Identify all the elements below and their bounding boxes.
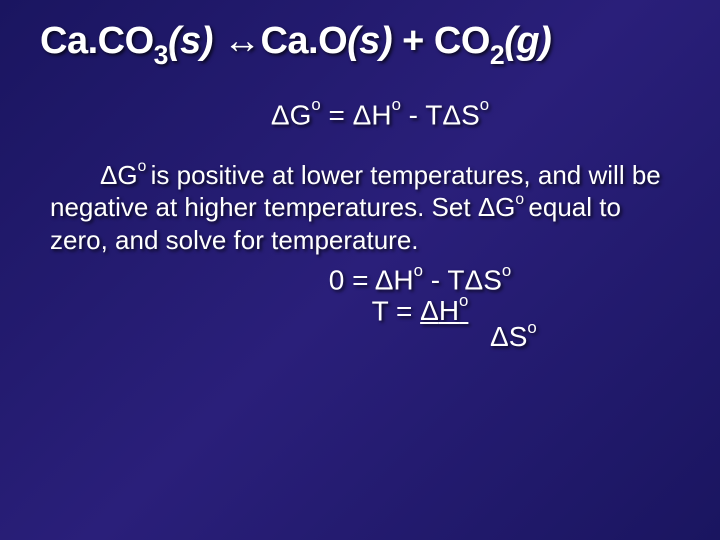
dg-1: ΔG xyxy=(100,160,138,190)
denom-content: ΔSo xyxy=(290,321,537,352)
sup-o-2: o xyxy=(392,95,401,114)
denominator-line: ΔSo xyxy=(40,321,680,353)
state-s2: (s) xyxy=(347,20,392,62)
plus-sign: + xyxy=(392,20,434,62)
minus-t: - T xyxy=(401,99,442,130)
delta-4: Δ xyxy=(375,265,394,296)
dg-2: ΔG xyxy=(478,192,516,222)
equals-1: = xyxy=(321,99,353,130)
sup-o-3: o xyxy=(480,95,489,114)
compound-co2: CO xyxy=(434,20,490,62)
gibbs-equation: ΔGo = ΔHo - TΔSo xyxy=(40,99,680,131)
delta-3: Δ xyxy=(442,99,461,130)
h-symbol-2: H xyxy=(393,265,413,296)
s-symbol-3: S xyxy=(509,321,528,352)
h-symbol: H xyxy=(371,99,391,130)
sup-o-1: o xyxy=(311,95,320,114)
subscript-2: 2 xyxy=(490,40,504,70)
subscript-3: 3 xyxy=(154,40,168,70)
sup-body-1: o xyxy=(138,158,151,175)
state-s1: (s) xyxy=(168,20,213,62)
zero-eq: 0 = xyxy=(329,265,375,296)
state-g: (g) xyxy=(504,20,551,62)
chemical-equation-title: Ca.CO3(s) ↔Ca.O(s) + CO2(g) xyxy=(40,20,680,69)
sup-o-7: o xyxy=(527,318,536,337)
zero-equation: 0 = ΔHo - TΔSo xyxy=(40,264,680,296)
sup-body-2: o xyxy=(515,191,528,208)
delta-1: Δ xyxy=(271,99,290,130)
arrow-symbol: ↔ xyxy=(213,20,261,62)
sup-o-4: o xyxy=(414,261,423,280)
sup-o-5: o xyxy=(502,261,511,280)
compound-caco3: Ca.CO xyxy=(40,20,154,62)
delta-2: Δ xyxy=(353,99,372,130)
delta-7: Δ xyxy=(490,321,509,352)
sup-o-6: o xyxy=(459,291,468,310)
s-symbol: S xyxy=(461,99,480,130)
g-symbol: G xyxy=(290,99,312,130)
compound-cao: Ca.O xyxy=(260,20,347,62)
slide-container: Ca.CO3(s) ↔Ca.O(s) + CO2(g) ΔGo = ΔHo - … xyxy=(0,0,720,373)
explanation-text: ΔGo is positive at lower temperatures, a… xyxy=(40,159,680,257)
s-symbol-2: S xyxy=(483,265,502,296)
